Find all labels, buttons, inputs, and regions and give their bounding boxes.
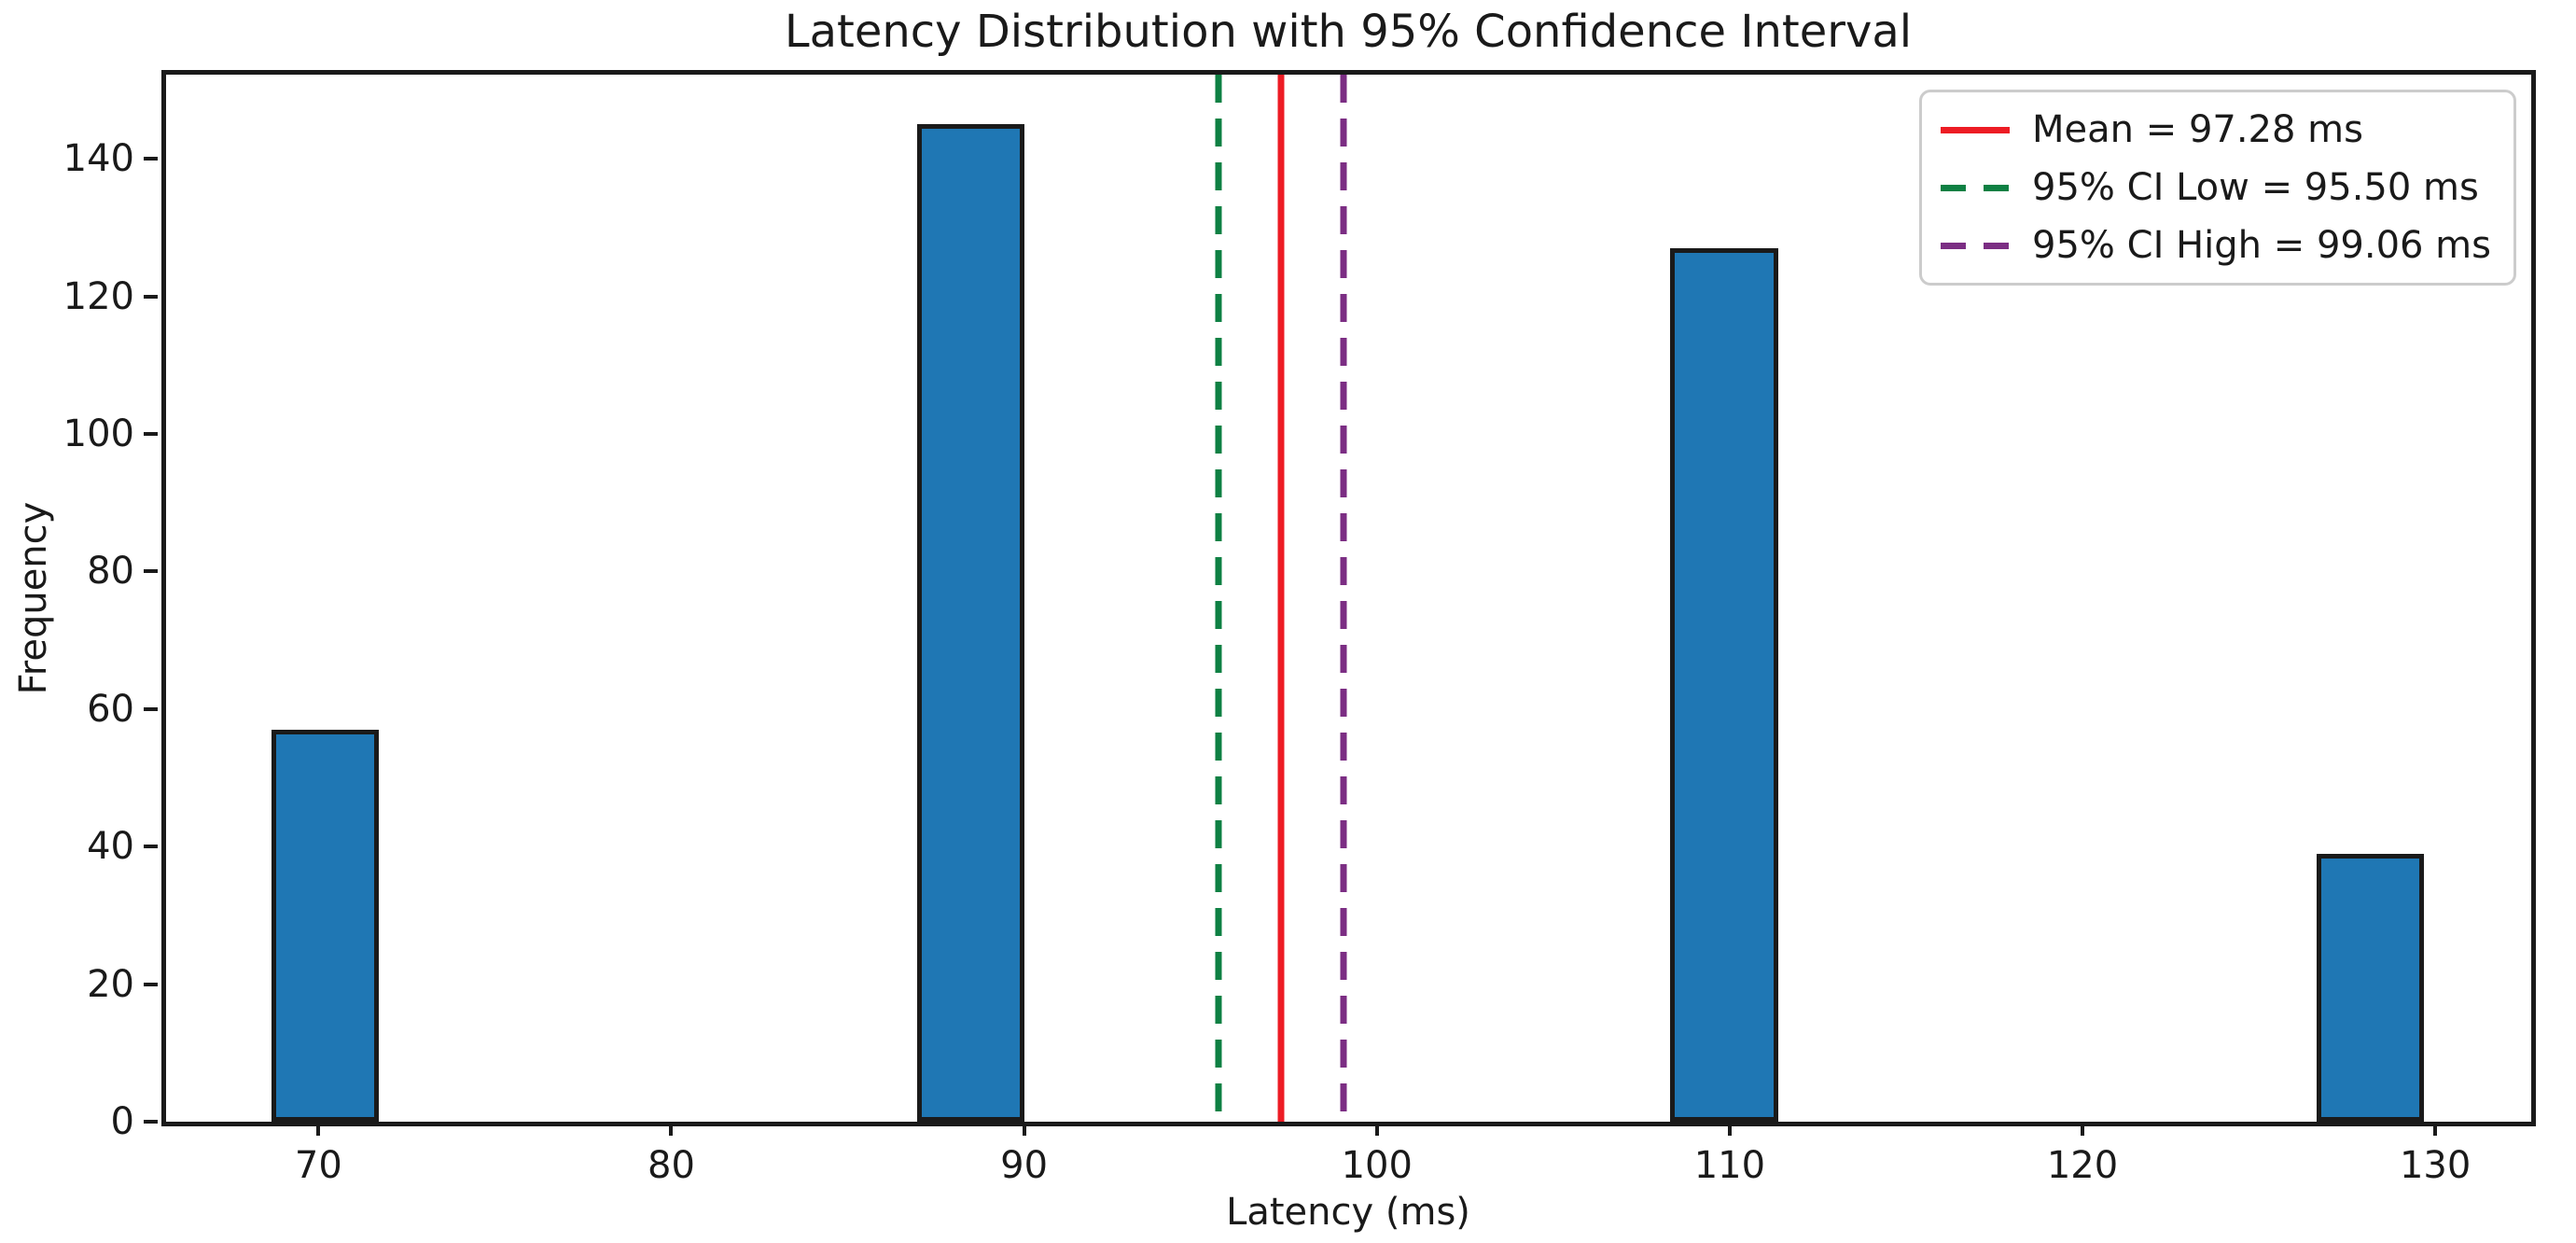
legend-label: Mean = 97.28 ms: [2032, 108, 2363, 151]
legend-line-swatch: [1941, 184, 2011, 191]
histogram-bar: [917, 124, 1025, 1122]
chart-title: Latency Distribution with 95% Confidence…: [784, 6, 1913, 58]
x-tick-label: 130: [2399, 1144, 2472, 1187]
x-tick-label: 70: [294, 1144, 342, 1187]
y-axis-tick: [144, 294, 158, 299]
x-axis-tick: [1374, 1122, 1379, 1136]
y-axis-tick: [144, 982, 158, 986]
x-axis-tick: [2081, 1122, 2084, 1136]
y-axis-tick: [144, 569, 158, 574]
y-tick-label: 20: [87, 962, 134, 1006]
ci-high-line: [1340, 75, 1347, 1122]
legend: Mean = 97.28 ms 95% CI Low = 95.50 ms 95% …: [1919, 90, 2516, 286]
y-axis-tick: [144, 845, 158, 849]
x-axis-tick: [316, 1122, 321, 1136]
y-tick-label: 60: [87, 687, 134, 731]
x-axis-label: Latency (ms): [1226, 1191, 1470, 1234]
x-axis-tick: [2433, 1122, 2438, 1136]
x-tick-label: 90: [1000, 1144, 1049, 1187]
histogram-bar: [2316, 853, 2425, 1122]
legend-item: Mean = 97.28 ms: [1941, 105, 2491, 154]
legend-line-swatch: [1941, 126, 2011, 133]
y-tick-label: 100: [63, 412, 134, 456]
y-tick-label: 120: [63, 274, 134, 318]
histogram-bar: [271, 729, 379, 1122]
y-axis-tick: [144, 706, 158, 711]
x-tick-label: 80: [647, 1144, 695, 1187]
y-tick-label: 80: [87, 550, 134, 594]
x-axis-tick: [669, 1122, 674, 1136]
y-tick-label: 0: [110, 1100, 134, 1143]
y-axis-label: Frequency: [12, 501, 55, 695]
y-tick-label: 140: [63, 137, 134, 181]
x-axis-tick: [1727, 1122, 1732, 1136]
mean-line: [1277, 75, 1285, 1122]
x-tick-label: 100: [1341, 1144, 1413, 1187]
legend-label: 95% CI High = 99.06 ms: [2032, 224, 2491, 267]
x-tick-label: 110: [1693, 1144, 1766, 1187]
y-axis-tick: [144, 1120, 158, 1124]
y-axis-tick: [144, 432, 158, 437]
x-axis-tick: [1022, 1122, 1026, 1136]
histogram-bar: [1670, 248, 1778, 1122]
y-axis-tick: [144, 157, 158, 161]
legend-line-swatch: [1941, 242, 2011, 249]
legend-item: 95% CI Low = 95.50 ms: [1941, 163, 2491, 212]
legend-item: 95% CI High = 99.06 ms: [1941, 221, 2491, 270]
plot-area: 70 80 90 100 110 120 130 0 20 40 60 80 100 120 140 Mean…: [63, 70, 2536, 1187]
x-tick-label: 120: [2046, 1144, 2119, 1187]
legend-label: 95% CI Low = 95.50 ms: [2032, 166, 2479, 209]
ci-low-line: [1215, 75, 1222, 1122]
y-tick-label: 40: [87, 825, 134, 869]
